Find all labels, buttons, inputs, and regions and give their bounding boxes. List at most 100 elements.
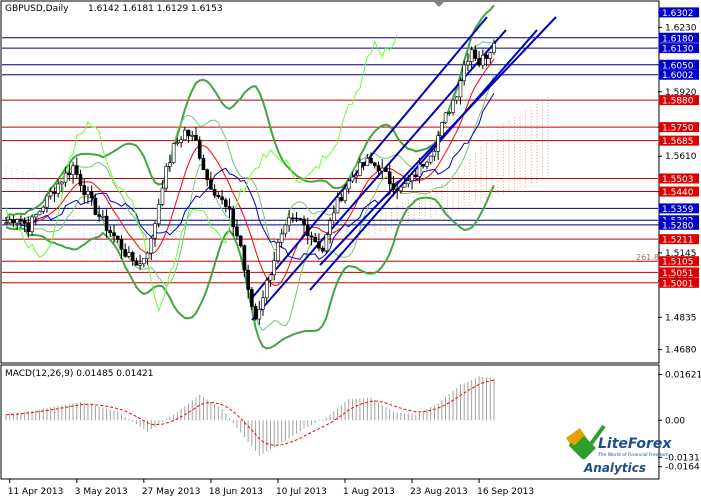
- candle-body: [253, 306, 258, 320]
- candle-body: [45, 195, 49, 208]
- envelope-lower: [5, 74, 495, 331]
- candle-body: [71, 165, 75, 175]
- chart-header-ohlc: 1.6142 1.6181 1.6129 1.6153: [88, 4, 223, 14]
- candle-body: [201, 158, 206, 171]
- candle-body: [104, 215, 109, 231]
- candle-body: [101, 215, 105, 218]
- date-label: 23 Aug 2013: [410, 487, 468, 496]
- candle-body: [399, 186, 403, 191]
- candle-body: [74, 165, 79, 175]
- candle-body: [138, 263, 142, 266]
- candle-body: [112, 232, 116, 237]
- candle-body: [406, 180, 411, 185]
- candle-body: [242, 245, 247, 271]
- macd-tick-label: -0.0131: [665, 453, 700, 463]
- candle-body: [346, 180, 351, 190]
- level-tag-label: 1.5880: [662, 97, 694, 107]
- level-tag-label: 1.6302: [662, 9, 694, 19]
- candle-body: [358, 162, 362, 176]
- candle-body: [488, 52, 493, 59]
- level-tag-label: 1.5685: [662, 137, 694, 147]
- candle-body: [343, 188, 347, 201]
- level-tag: [659, 95, 699, 106]
- candle-body: [67, 172, 72, 175]
- candle-body: [305, 224, 310, 237]
- candle-body: [37, 210, 42, 216]
- candle-body: [52, 191, 57, 194]
- level-tag-label: 1.6002: [662, 71, 694, 81]
- candle-body: [264, 279, 269, 299]
- scroll-marker-icon[interactable]: [434, 2, 444, 7]
- price-tick-label: 1.4835: [665, 313, 697, 323]
- candle-body: [130, 252, 135, 262]
- channel-line: [309, 29, 538, 291]
- price-tick-label: 1.5920: [665, 88, 697, 98]
- candle-body: [97, 214, 101, 217]
- candle-body: [354, 175, 358, 178]
- level-tag-label: 1.5440: [662, 188, 694, 198]
- candle-body: [436, 135, 440, 152]
- candle-body: [205, 169, 209, 180]
- date-label: 11 Apr 2013: [8, 487, 64, 496]
- candle-body: [216, 195, 221, 198]
- price-tick-label: 1.5610: [665, 152, 697, 162]
- level-tag-label: 1.5280: [662, 221, 694, 231]
- candle-body: [261, 297, 265, 310]
- candle-body: [56, 183, 60, 194]
- level-tag: [659, 173, 699, 184]
- candle-body: [466, 61, 470, 66]
- candle-body: [492, 43, 496, 54]
- candle-body: [447, 112, 452, 114]
- candle-body: [183, 129, 187, 141]
- level-tag-label: 1.5503: [662, 175, 694, 185]
- candle-body: [22, 220, 27, 224]
- level-tag: [659, 32, 699, 43]
- level-tag-label: 1.5359: [662, 205, 694, 215]
- candle-body: [220, 196, 224, 201]
- macd-tick-label: -0.0164: [665, 463, 700, 473]
- candle-body: [142, 258, 146, 265]
- candle-body: [115, 235, 120, 240]
- candle-body: [15, 219, 19, 224]
- candle-body: [209, 179, 213, 190]
- candle-body: [458, 80, 463, 98]
- level-tag-label: 1.6050: [662, 61, 694, 71]
- candle-body: [63, 172, 68, 183]
- candle-body: [454, 96, 459, 101]
- candle-body: [246, 269, 250, 290]
- candle-body: [425, 161, 429, 167]
- candle-body: [272, 260, 277, 276]
- level-tag: [659, 267, 699, 278]
- price-tick-label: 1.6230: [665, 23, 697, 33]
- level-tag: [659, 7, 699, 18]
- candle-body: [395, 189, 399, 191]
- candle-body: [34, 214, 38, 218]
- macd-title: MACD(12,26,9) 0.01485 0.01421: [5, 369, 154, 379]
- candle-body: [443, 112, 448, 123]
- candle-body: [86, 191, 90, 195]
- candle-body: [298, 218, 303, 220]
- level-tag: [659, 43, 699, 54]
- candle-body: [432, 151, 437, 157]
- price-candles: [4, 39, 496, 325]
- candle-body: [451, 99, 455, 113]
- candle-body: [134, 260, 139, 266]
- candle-body: [197, 139, 202, 159]
- candle-body: [268, 274, 273, 281]
- macd-histogram: [5, 376, 495, 456]
- candle-body: [127, 252, 131, 257]
- candle-body: [212, 189, 217, 196]
- date-label: 3 May 2013: [75, 487, 128, 496]
- level-tag: [659, 186, 699, 197]
- candle-body: [313, 236, 317, 242]
- level-tag-label: 1.5001: [662, 279, 694, 289]
- candle-body: [160, 187, 165, 205]
- candle-body: [89, 191, 94, 199]
- candle-body: [30, 216, 34, 233]
- candle-body: [291, 217, 295, 220]
- candle-body: [82, 185, 87, 195]
- candle-body: [484, 54, 489, 59]
